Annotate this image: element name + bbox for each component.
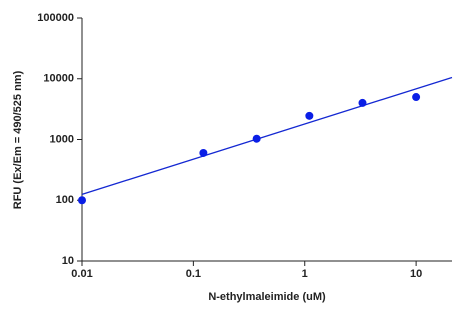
x-tick-label: 10 [410,268,422,280]
data-point [78,196,86,205]
x-tick-label: 0.1 [186,268,201,280]
fit-line [81,76,453,195]
y-axis-label: RFU (Ex/Em = 490/525 nm) [12,70,24,209]
data-point [305,111,314,120]
y-tick-label: 10 [62,255,74,267]
data-point [412,93,421,102]
x-axis-label: N-ethylmaleimide (uM) [208,291,326,303]
x-tick-label: 0.01 [71,268,92,280]
y-tick-label: 100 [56,194,74,206]
y-tick-label: 100000 [37,12,74,24]
data-point [358,98,367,107]
data-point [252,134,261,143]
y-tick-label: 1000 [50,133,74,145]
x-tick-label: 1 [302,268,308,280]
data-point [199,148,208,157]
y-tick-label: 10000 [43,73,74,85]
